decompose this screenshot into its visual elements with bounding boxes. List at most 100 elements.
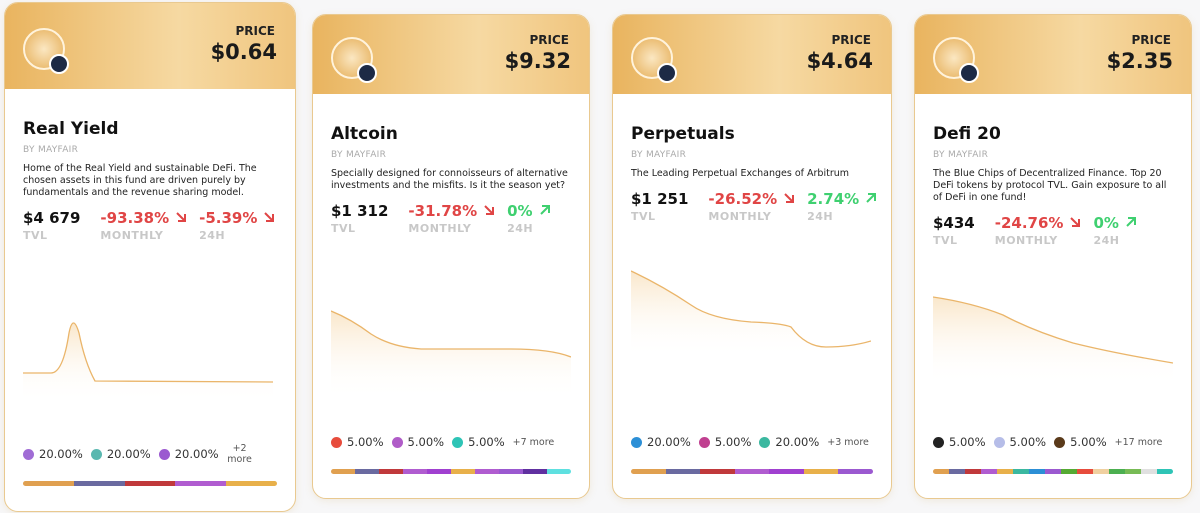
asset-icon <box>698 436 710 448</box>
stats-row: $1 312 TVL -31.78% MONTHLY 0% 24H <box>331 202 573 235</box>
stat: 0% 24H <box>1093 214 1136 247</box>
card-header: PRICE $2.35 <box>915 15 1191 94</box>
stat-label: TVL <box>23 229 48 242</box>
allocation-segment <box>981 469 997 474</box>
fund-description: The Leading Perpetual Exchanges of Arbit… <box>631 168 850 179</box>
fund-author: BY MAYFAIR <box>331 150 387 160</box>
chain-badge <box>49 54 69 74</box>
stat-label: MONTHLY <box>100 229 164 242</box>
chain-badge <box>357 62 377 83</box>
allocation-segment <box>665 469 701 474</box>
asset: 5.00% <box>698 435 751 449</box>
stat-value-text: -26.52% <box>708 190 778 208</box>
sparkline <box>631 270 871 357</box>
stat-label: 24H <box>199 229 226 242</box>
allocation-segment <box>23 481 74 486</box>
trend-arrow <box>176 212 187 222</box>
asset: 5.00% <box>993 435 1046 449</box>
allocation-segment <box>124 481 176 486</box>
allocation-segment <box>475 469 499 474</box>
stat-label: TVL <box>933 234 958 247</box>
allocation-segment <box>734 469 770 474</box>
fund-logo <box>631 36 677 83</box>
fund-card[interactable]: PRICE $4.64 Perpetuals BY MAYFAIR The Leadin… <box>612 14 892 499</box>
allocation-segment <box>427 469 451 474</box>
price-label: PRICE <box>1131 32 1171 47</box>
price: $2.35 <box>1106 48 1173 73</box>
allocation-segment <box>803 469 839 474</box>
asset: 5.00% <box>391 435 444 449</box>
fund-name: Real Yield <box>23 119 119 139</box>
stat-value-text: 0% <box>1093 214 1119 232</box>
stat-label: 24H <box>807 210 834 223</box>
asset: 5.00% <box>331 435 384 449</box>
card-body: Defi 20 BY MAYFAIR The Blue Chips of Decen… <box>933 124 1175 247</box>
allocation-segment <box>547 469 571 474</box>
allocation-segment <box>175 481 227 486</box>
asset-weight: 20.00% <box>647 435 691 449</box>
asset-weight: 5.00% <box>1070 435 1107 449</box>
card-body: Altcoin BY MAYFAIR Specially designed for … <box>331 124 573 235</box>
asset: 20.00% <box>759 435 819 449</box>
stat-value: $1 312 <box>331 202 388 220</box>
price: $9.32 <box>504 48 571 73</box>
asset-weight: 5.00% <box>347 435 384 449</box>
sparkline <box>23 322 273 403</box>
stats-row: $4 679 TVL -93.38% MONTHLY -5.39% 24H <box>23 209 279 242</box>
stat: -26.52% MONTHLY <box>708 190 795 223</box>
stat: -93.38% MONTHLY <box>100 209 187 242</box>
allocation-segment <box>949 469 965 474</box>
trend-arrow <box>1070 217 1081 227</box>
allocation-segment <box>1109 469 1125 474</box>
stat: $4 679 TVL <box>23 209 80 242</box>
asset-icon <box>23 448 34 460</box>
stat: -31.78% MONTHLY <box>408 202 495 235</box>
stat-value-text: -31.78% <box>408 202 478 220</box>
allocation-bar <box>933 469 1173 474</box>
more-assets[interactable]: +3 more <box>827 436 869 448</box>
stat-value: -5.39% <box>199 209 275 227</box>
stat-value: -26.52% <box>708 190 795 208</box>
fund-name: Altcoin <box>331 124 398 144</box>
asset-list: 20.00% 20.00% 20.00% +2 more <box>23 443 253 465</box>
more-assets[interactable]: +17 more <box>1114 436 1163 448</box>
more-assets[interactable]: +7 more <box>512 436 555 448</box>
allocation-segment <box>355 469 379 474</box>
allocation-bar <box>331 469 571 474</box>
price-label: PRICE <box>831 32 871 47</box>
stat-label: TVL <box>631 210 656 223</box>
allocation-segment <box>1045 469 1061 474</box>
allocation-segment <box>1125 469 1141 474</box>
stat-value-text: $1 251 <box>631 190 689 208</box>
price: $4.64 <box>806 48 873 73</box>
card-body: Perpetuals BY MAYFAIR The Leading Perpetua… <box>631 124 877 223</box>
chain-badge <box>657 62 677 83</box>
stat-value: 2.74% <box>807 190 877 208</box>
fund-card[interactable]: PRICE $9.32 Altcoin BY MAYFAIR Specially des… <box>312 14 590 499</box>
card-header: PRICE $9.32 <box>313 15 589 94</box>
fund-card[interactable]: PRICE $0.64 Real Yield BY MAYFAIR Home of th… <box>4 2 296 512</box>
allocation-segment <box>631 469 666 474</box>
allocation-segment <box>933 469 949 474</box>
fund-description: Home of the Real Yield and sustainable D… <box>23 163 257 198</box>
allocation-segment <box>1077 469 1093 474</box>
asset-icon <box>933 436 944 448</box>
fund-card[interactable]: PRICE $2.35 Defi 20 BY MAYFAIR The Blue Chip… <box>914 14 1192 499</box>
asset-icon <box>1054 436 1066 448</box>
stat-value: 0% <box>1093 214 1136 232</box>
asset-list: 5.00% 5.00% 5.00% +17 more <box>933 435 1162 449</box>
more-assets[interactable]: +2 more <box>227 443 252 465</box>
asset: 5.00% <box>1054 435 1107 449</box>
asset: 20.00% <box>631 435 691 449</box>
allocation-segment <box>769 469 804 474</box>
fund-author: BY MAYFAIR <box>23 145 79 155</box>
asset-list: 5.00% 5.00% 5.00% +7 more <box>331 435 554 449</box>
stat-label: MONTHLY <box>408 222 472 235</box>
asset: 20.00% <box>158 447 219 461</box>
fund-logo <box>23 28 69 74</box>
fund-author: BY MAYFAIR <box>631 150 687 160</box>
asset-icon <box>993 436 1005 448</box>
allocation-segment <box>997 469 1013 474</box>
asset-weight: 5.00% <box>468 435 505 449</box>
